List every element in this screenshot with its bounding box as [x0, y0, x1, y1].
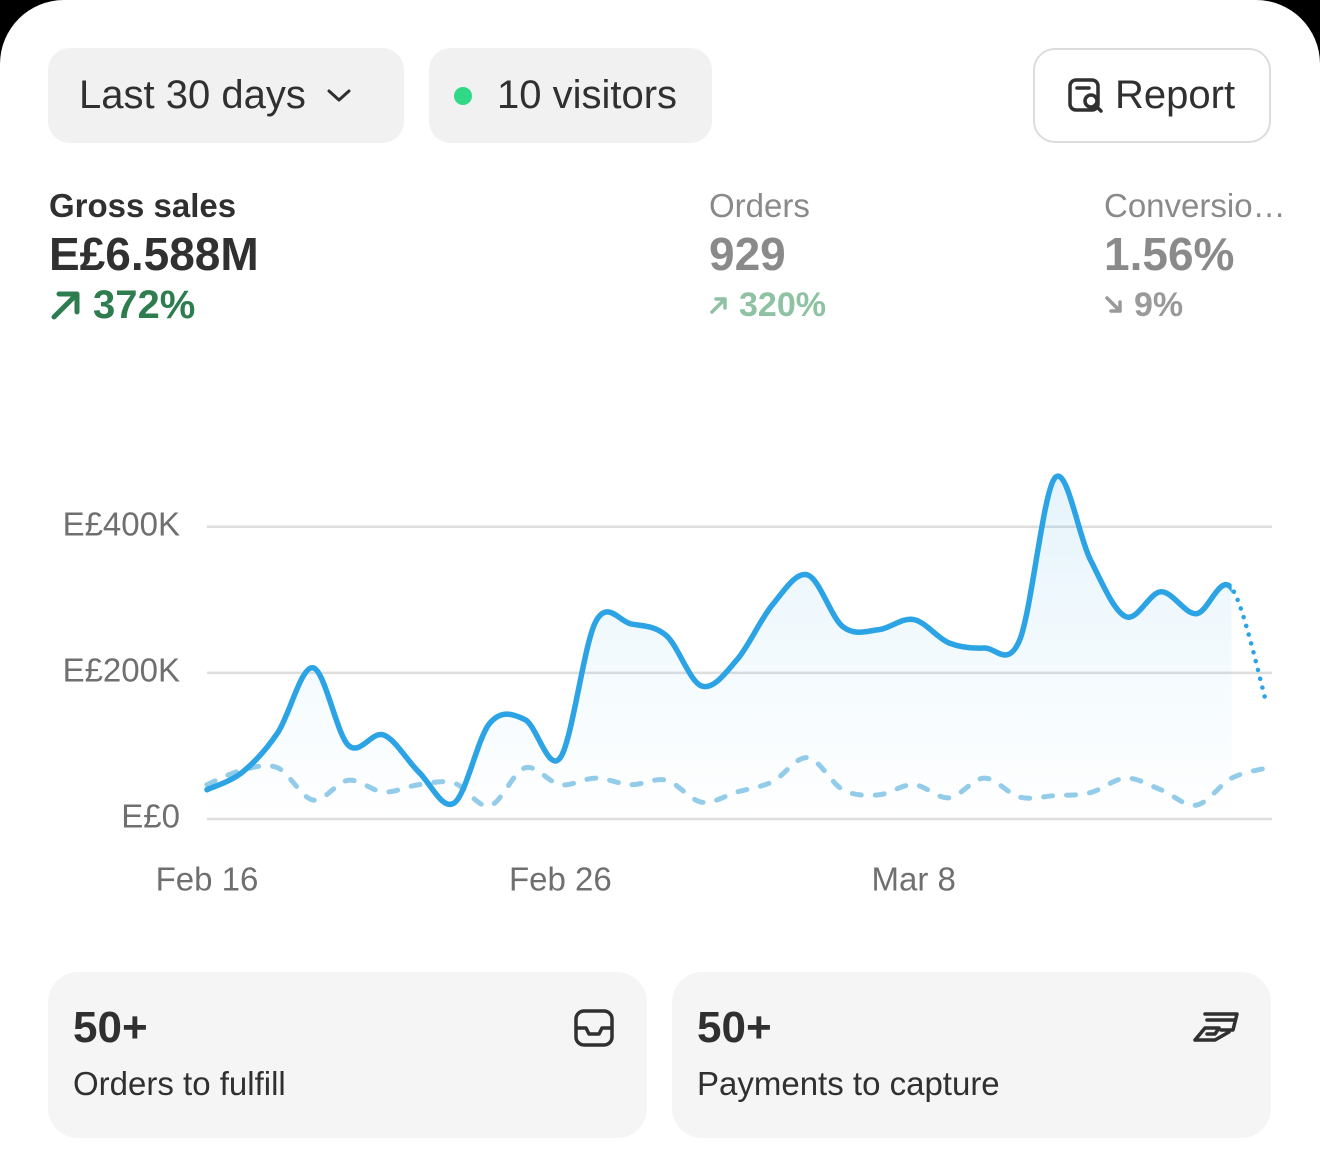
metric[interactable]: Orders 929 320% — [709, 184, 826, 330]
area — [207, 476, 1232, 819]
metric-value: 1.56% — [1104, 228, 1235, 280]
report-label: Report — [1115, 73, 1236, 117]
y-tick-label: E£400K — [63, 505, 180, 542]
inbox-icon — [574, 1009, 614, 1047]
metric-value: E£6.588M — [49, 228, 259, 280]
up-arrow — [51, 291, 80, 320]
metric-change-value: 320% — [739, 286, 826, 324]
chevron-icon — [327, 89, 351, 101]
task-count: 50+ — [73, 1003, 148, 1052]
metric-change: 372% — [49, 280, 259, 330]
up-arrow — [710, 297, 727, 314]
x-tick-label: Feb 16 — [156, 861, 259, 898]
live-dot — [454, 86, 472, 105]
task-card[interactable]: 50+ Payments to capture — [672, 972, 1271, 1138]
sales-line — [204, 473, 1232, 808]
metric-value: 929 — [709, 228, 786, 280]
period-dropdown[interactable]: Last 30 days — [48, 48, 404, 143]
metric-label: Gross sales — [49, 187, 237, 224]
metric-change-value: 9% — [1134, 286, 1184, 324]
metric-change-value: 372% — [93, 283, 196, 327]
visitors-pill[interactable]: 10 visitors — [429, 48, 712, 143]
metric-change: 320% — [709, 280, 826, 330]
metric-label: Conversio… — [1104, 187, 1286, 224]
metric-label: Orders — [709, 187, 810, 224]
metric[interactable]: Gross sales E£6.588M 372% — [49, 184, 259, 330]
y-tick-label: E£200K — [63, 652, 180, 689]
down-arrow — [1105, 296, 1122, 313]
task-card[interactable]: 50+ Orders to fulfill — [48, 972, 647, 1138]
report-icon — [1068, 77, 1103, 113]
metric[interactable]: Conversio… 1.56% 9% — [1104, 184, 1286, 330]
payment-icon — [1193, 1012, 1239, 1042]
task-label: Payments to capture — [697, 1065, 1000, 1102]
task-label: Orders to fulfill — [73, 1065, 286, 1102]
period-label: Last 30 days — [79, 73, 306, 117]
task-count: 50+ — [697, 1003, 772, 1052]
report-button[interactable]: Report — [1033, 48, 1271, 143]
y-tick-label: E£0 — [121, 798, 180, 835]
x-tick-label: Mar 8 — [871, 861, 955, 898]
x-tick-label: Feb 26 — [509, 861, 612, 898]
metric-change: 9% — [1104, 280, 1286, 330]
visitors-label: 10 visitors — [497, 73, 678, 117]
